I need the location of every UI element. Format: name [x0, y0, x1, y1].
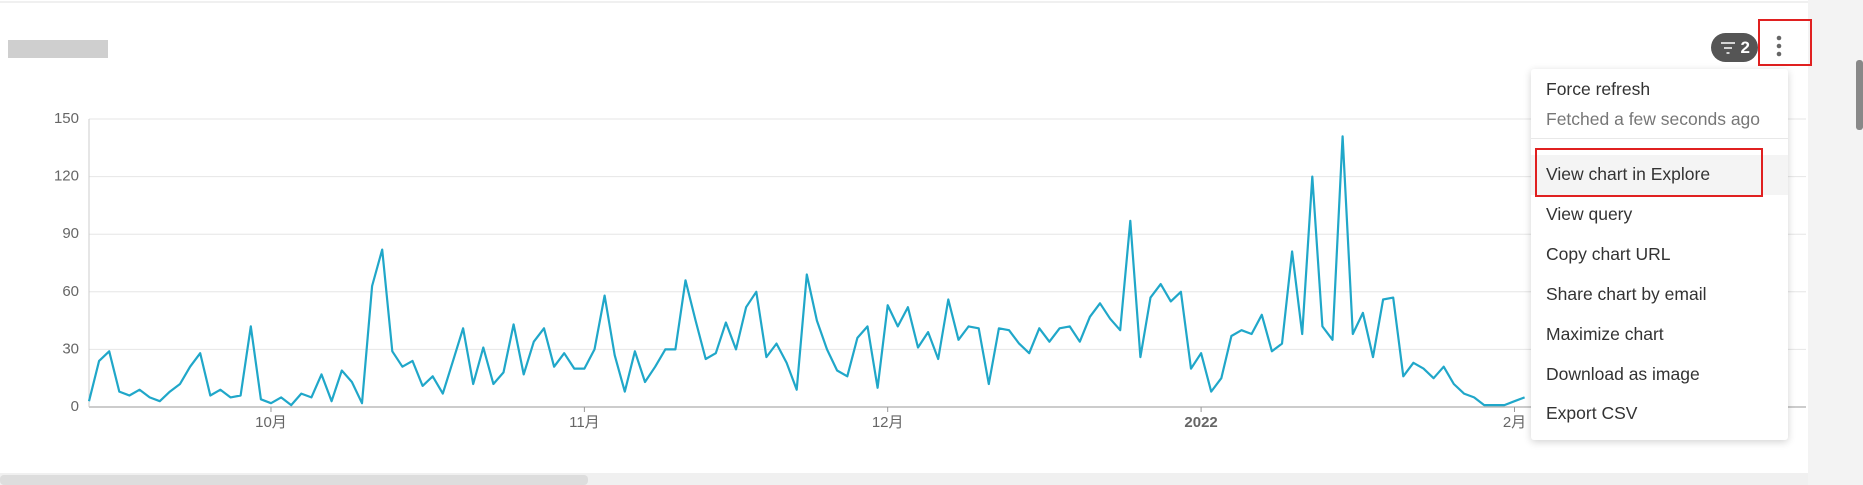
menu-divider [1531, 138, 1788, 139]
menu-item[interactable]: Export CSV [1546, 403, 1638, 423]
menu-item[interactable]: Copy chart URL [1546, 244, 1671, 264]
x-tick-label: 11月 [569, 414, 600, 431]
menu-hover [1531, 155, 1788, 195]
y-tick-label: 60 [62, 283, 79, 300]
footer-tab [0, 475, 588, 485]
x-tick-label: 2月 [1503, 414, 1526, 431]
scrollbar[interactable] [1856, 60, 1863, 130]
highlight-box [1758, 19, 1812, 66]
filter-count: 2 [1740, 38, 1750, 57]
scroll-area [1808, 0, 1863, 485]
blurred-title [8, 40, 108, 58]
menu-item[interactable]: View query [1546, 204, 1633, 224]
dropdown-menu: Force refresh Fetched a few seconds ago … [1531, 69, 1788, 440]
menu-item[interactable]: View chart in Explore [1546, 164, 1711, 184]
kebab-dot[interactable] [1776, 43, 1782, 49]
y-tick-label: 0 [71, 398, 79, 415]
x-tick-label: 2022 [1184, 414, 1217, 431]
highlight-box [1535, 148, 1763, 197]
filter-icon [1721, 42, 1735, 54]
x-tick-label: 12月 [872, 414, 904, 431]
y-tick-label: 30 [62, 340, 79, 357]
x-tick-label: 10月 [255, 414, 287, 431]
y-tick-label: 90 [62, 225, 79, 242]
data-line [87, 135, 1525, 407]
menu-item[interactable]: Download as image [1546, 364, 1700, 384]
menu-item[interactable]: Share chart by email [1546, 284, 1707, 304]
kebab-dot[interactable] [1776, 35, 1782, 41]
filter-badge[interactable]: 2 [1711, 33, 1758, 62]
y-tick-label: 150 [54, 110, 79, 127]
menu-item[interactable]: Force refresh [1546, 79, 1651, 99]
menu-item[interactable]: Maximize chart [1546, 324, 1664, 344]
kebab-dot[interactable] [1776, 51, 1782, 57]
menu-note: Fetched a few seconds ago [1546, 109, 1761, 129]
y-tick-label: 120 [54, 168, 79, 185]
